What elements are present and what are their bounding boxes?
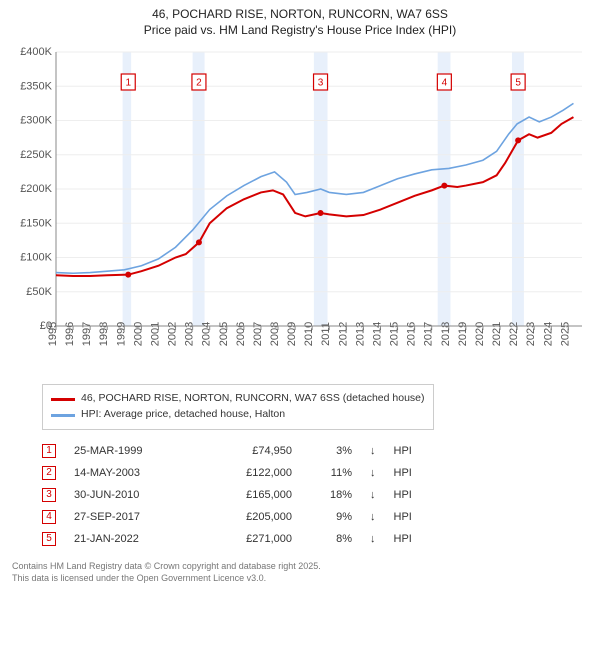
sale-price: £271,000 — [202, 533, 292, 545]
legend-item: HPI: Average price, detached house, Halt… — [51, 407, 425, 423]
sales-row: 5 21-JAN-2022 £271,000 8% ↓ HPI — [42, 528, 588, 550]
svg-text:2023: 2023 — [525, 322, 537, 346]
sale-date: 14-MAY-2003 — [74, 467, 184, 479]
svg-text:4: 4 — [442, 78, 448, 89]
svg-text:1998: 1998 — [98, 322, 110, 346]
footer-line-1: Contains HM Land Registry data © Crown c… — [12, 560, 588, 572]
legend-item: 46, POCHARD RISE, NORTON, RUNCORN, WA7 6… — [51, 391, 425, 407]
svg-text:£200K: £200K — [20, 183, 52, 195]
svg-text:2003: 2003 — [184, 322, 196, 346]
sale-hpi-label: HPI — [394, 511, 442, 523]
svg-text:2024: 2024 — [542, 322, 554, 346]
sales-table: 1 25-MAR-1999 £74,950 3% ↓ HPI 2 14-MAY-2003 £12… — [42, 440, 588, 550]
footer-line-2: This data is licensed under the Open Gov… — [12, 572, 588, 584]
sale-marker: 1 — [42, 444, 56, 458]
down-arrow-icon: ↓ — [370, 445, 376, 457]
chart-container: £0£50K£100K£150K£200K£250K£300K£350K£400… — [12, 46, 588, 376]
sale-price: £205,000 — [202, 511, 292, 523]
sale-marker: 5 — [42, 532, 56, 546]
chart-title-block: 46, POCHARD RISE, NORTON, RUNCORN, WA7 6… — [0, 0, 600, 40]
svg-text:2010: 2010 — [303, 322, 315, 346]
sales-row: 3 30-JUN-2010 £165,000 18% ↓ HPI — [42, 484, 588, 506]
sale-pct: 3% — [310, 445, 352, 457]
sale-pct: 8% — [310, 533, 352, 545]
svg-text:2025: 2025 — [559, 322, 571, 346]
svg-text:2001: 2001 — [149, 322, 161, 346]
svg-text:£250K: £250K — [20, 149, 52, 161]
sale-date: 30-JUN-2010 — [74, 489, 184, 501]
svg-text:2012: 2012 — [337, 322, 349, 346]
down-arrow-icon: ↓ — [370, 467, 376, 479]
svg-text:1999: 1999 — [115, 322, 127, 346]
title-line-2: Price paid vs. HM Land Registry's House … — [4, 22, 596, 38]
svg-text:£300K: £300K — [20, 115, 52, 127]
svg-text:£150K: £150K — [20, 218, 52, 230]
legend-label: HPI: Average price, detached house, Halt… — [81, 407, 285, 423]
sales-row: 2 14-MAY-2003 £122,000 11% ↓ HPI — [42, 462, 588, 484]
down-arrow-icon: ↓ — [370, 511, 376, 523]
svg-text:2016: 2016 — [406, 322, 418, 346]
svg-text:1996: 1996 — [64, 322, 76, 346]
down-arrow-icon: ↓ — [370, 533, 376, 545]
svg-text:£50K: £50K — [26, 286, 52, 298]
svg-text:2009: 2009 — [286, 322, 298, 346]
sale-price: £74,950 — [202, 445, 292, 457]
sale-hpi-label: HPI — [394, 533, 442, 545]
footer: Contains HM Land Registry data © Crown c… — [12, 560, 588, 584]
svg-text:2000: 2000 — [132, 322, 144, 346]
sale-pct: 9% — [310, 511, 352, 523]
sale-date: 21-JAN-2022 — [74, 533, 184, 545]
svg-text:2022: 2022 — [508, 322, 520, 346]
svg-text:2007: 2007 — [252, 322, 264, 346]
svg-text:£350K: £350K — [20, 81, 52, 93]
price-chart: £0£50K£100K£150K£200K£250K£300K£350K£400… — [12, 46, 588, 376]
svg-text:2004: 2004 — [201, 322, 213, 346]
sale-marker: 4 — [42, 510, 56, 524]
svg-text:£100K: £100K — [20, 252, 52, 264]
svg-text:2006: 2006 — [235, 322, 247, 346]
svg-text:2017: 2017 — [423, 322, 435, 346]
sale-price: £165,000 — [202, 489, 292, 501]
sale-pct: 18% — [310, 489, 352, 501]
legend-swatch — [51, 398, 75, 401]
svg-text:5: 5 — [515, 78, 521, 89]
sale-marker: 3 — [42, 488, 56, 502]
sale-price: £122,000 — [202, 467, 292, 479]
svg-text:2021: 2021 — [491, 322, 503, 346]
svg-text:2: 2 — [196, 78, 202, 89]
svg-text:2015: 2015 — [389, 322, 401, 346]
sale-hpi-label: HPI — [394, 467, 442, 479]
sale-hpi-label: HPI — [394, 489, 442, 501]
title-line-1: 46, POCHARD RISE, NORTON, RUNCORN, WA7 6… — [4, 6, 596, 22]
svg-text:2002: 2002 — [167, 322, 179, 346]
svg-text:2018: 2018 — [440, 322, 452, 346]
svg-text:£400K: £400K — [20, 46, 52, 58]
sale-marker: 2 — [42, 466, 56, 480]
svg-text:2005: 2005 — [218, 322, 230, 346]
svg-text:1995: 1995 — [47, 322, 59, 346]
sale-pct: 11% — [310, 467, 352, 479]
svg-text:1997: 1997 — [81, 322, 93, 346]
svg-text:2014: 2014 — [371, 322, 383, 346]
svg-text:2019: 2019 — [457, 322, 469, 346]
legend-swatch — [51, 414, 75, 417]
svg-text:3: 3 — [318, 78, 324, 89]
svg-text:2008: 2008 — [269, 322, 281, 346]
legend: 46, POCHARD RISE, NORTON, RUNCORN, WA7 6… — [42, 384, 434, 430]
legend-label: 46, POCHARD RISE, NORTON, RUNCORN, WA7 6… — [81, 391, 425, 407]
sale-hpi-label: HPI — [394, 445, 442, 457]
down-arrow-icon: ↓ — [370, 489, 376, 501]
svg-text:1: 1 — [125, 78, 131, 89]
svg-text:2020: 2020 — [474, 322, 486, 346]
sale-date: 27-SEP-2017 — [74, 511, 184, 523]
sales-row: 1 25-MAR-1999 £74,950 3% ↓ HPI — [42, 440, 588, 462]
svg-text:2013: 2013 — [354, 322, 366, 346]
sales-row: 4 27-SEP-2017 £205,000 9% ↓ HPI — [42, 506, 588, 528]
sale-date: 25-MAR-1999 — [74, 445, 184, 457]
